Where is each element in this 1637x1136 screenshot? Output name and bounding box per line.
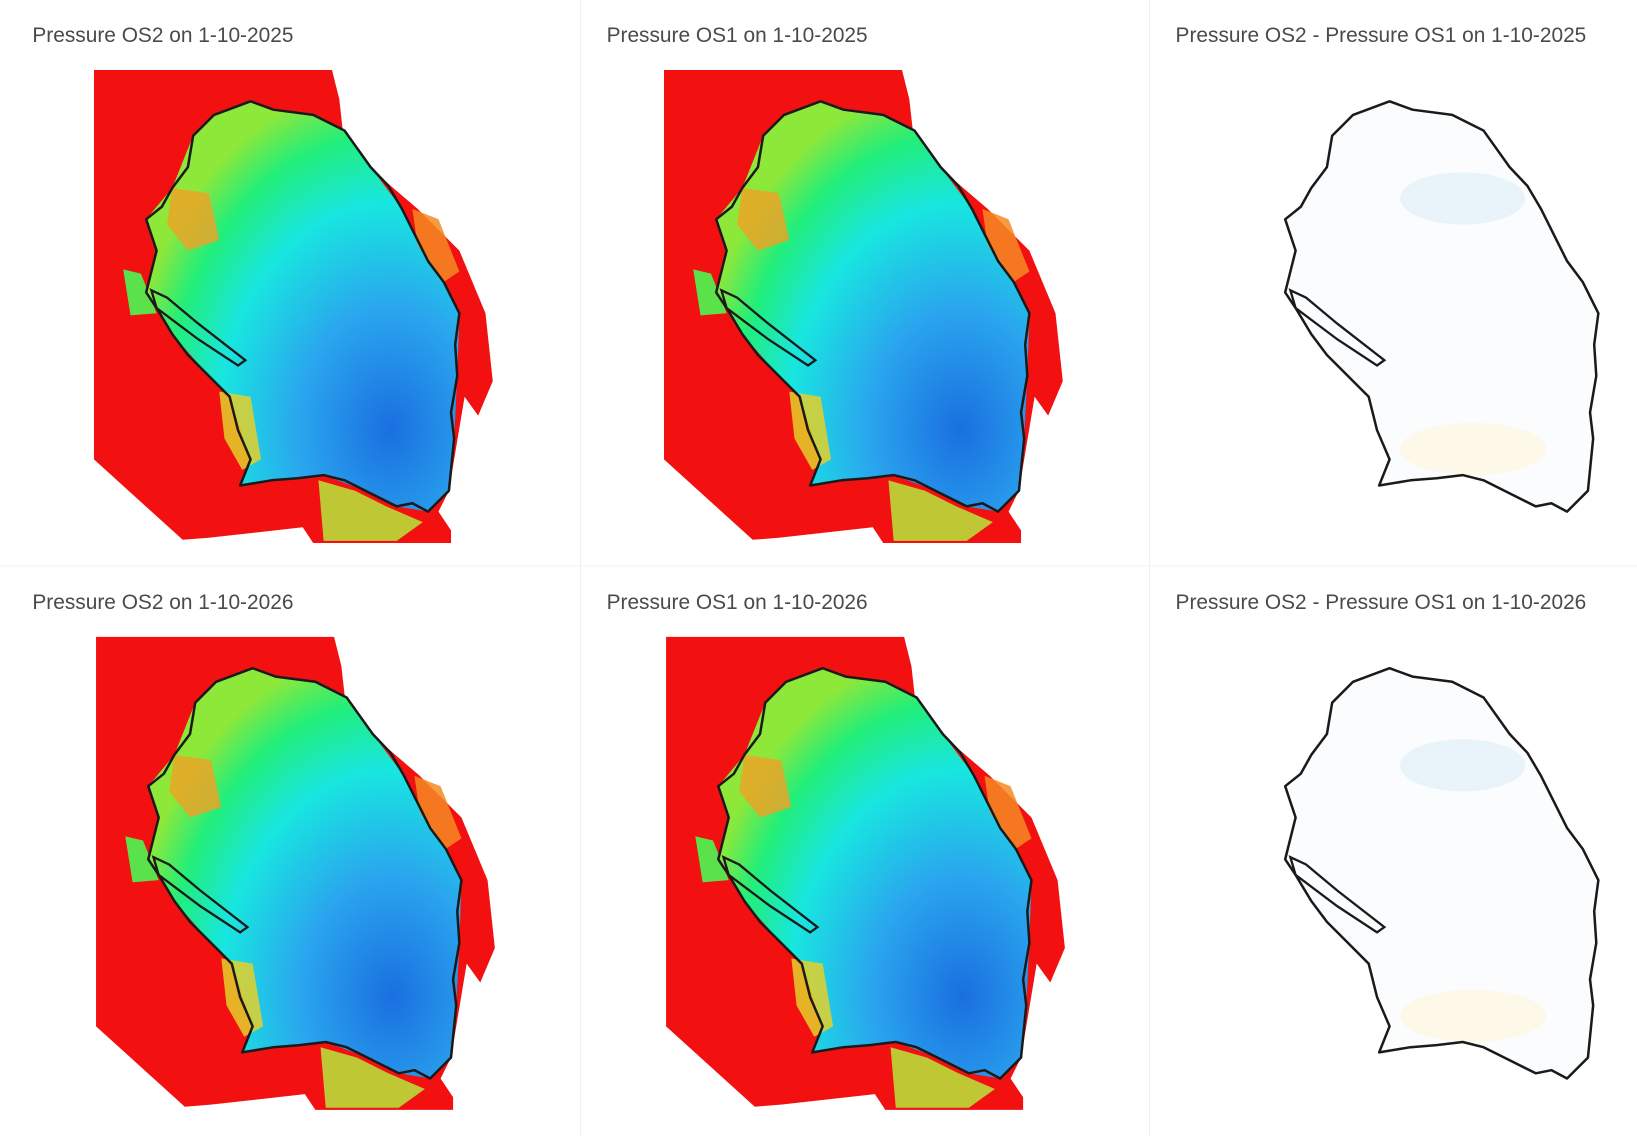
panel-title: Pressure OS1 on 1-10-2026	[607, 591, 868, 614]
difference-map	[1285, 101, 1598, 511]
pressure-map	[94, 70, 493, 543]
panel-title: Pressure OS2 - Pressure OS1 on 1-10-2025	[1176, 24, 1587, 47]
panel-title: Pressure OS2 on 1-10-2025	[32, 24, 293, 47]
pressure-map	[666, 637, 1065, 1110]
panel-title: Pressure OS2 - Pressure OS1 on 1-10-2026	[1176, 591, 1587, 614]
pressure-map	[96, 637, 495, 1110]
panel-title: Pressure OS1 on 1-10-2025	[607, 24, 868, 47]
pressure-map	[664, 70, 1063, 543]
difference-map	[1285, 668, 1598, 1078]
panel-title: Pressure OS2 on 1-10-2026	[32, 591, 293, 614]
